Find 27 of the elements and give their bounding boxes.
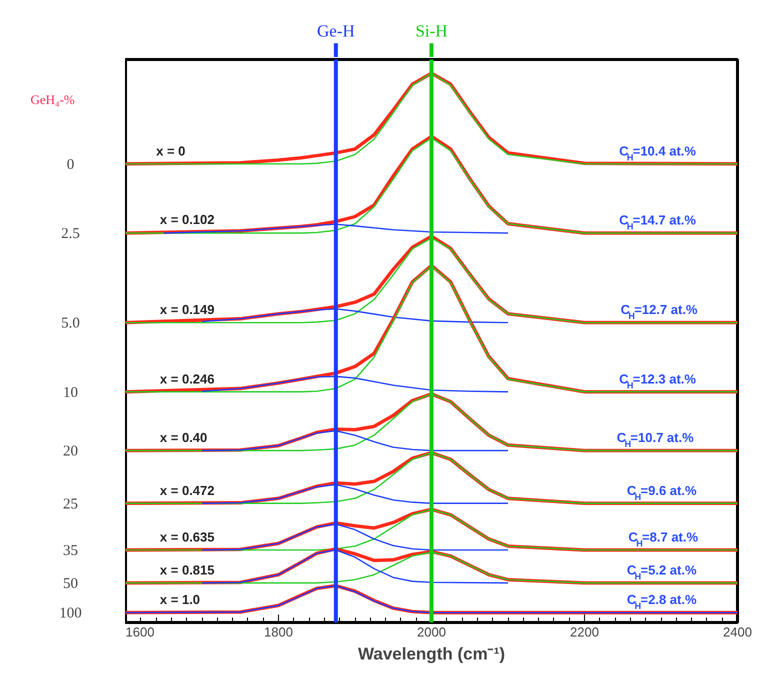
text: 5.0 <box>61 316 80 332</box>
annotation: x = 0.472 <box>160 482 215 498</box>
text: 50 <box>63 576 78 592</box>
text: 10 <box>63 384 78 401</box>
annotation: x = 0.149 <box>160 302 215 318</box>
annotation: x = 0.40 <box>160 430 208 446</box>
annotation: x = 0.246 <box>160 371 215 386</box>
text: 100 <box>59 606 82 622</box>
text: 0 <box>66 156 74 173</box>
x-tick-label: 2000 <box>417 624 446 640</box>
annotation: x = 0.102 <box>160 212 215 228</box>
annotation: x = 0.635 <box>160 530 215 545</box>
annotation: x = 0.815 <box>160 562 215 578</box>
ref-line-label: Si-H <box>415 21 448 40</box>
text: 25 <box>63 496 78 512</box>
x-tick-label: 1800 <box>264 624 293 640</box>
x-tick-label: 1600 <box>126 624 154 640</box>
text: 20 <box>63 444 78 460</box>
x-axis-title: Wavelength (cm⁻¹) <box>358 644 506 664</box>
y-axis-title: GeH₄-% <box>30 92 75 107</box>
ref-line-label: Ge-H <box>316 21 355 40</box>
annotation: x = 1.0 <box>160 592 200 608</box>
x-tick-label: 2200 <box>570 624 599 640</box>
x-tick-label: 2400 <box>723 624 752 640</box>
text: 35 <box>63 542 78 559</box>
annotation: x = 0 <box>156 143 186 158</box>
text: 2.5 <box>61 226 80 242</box>
